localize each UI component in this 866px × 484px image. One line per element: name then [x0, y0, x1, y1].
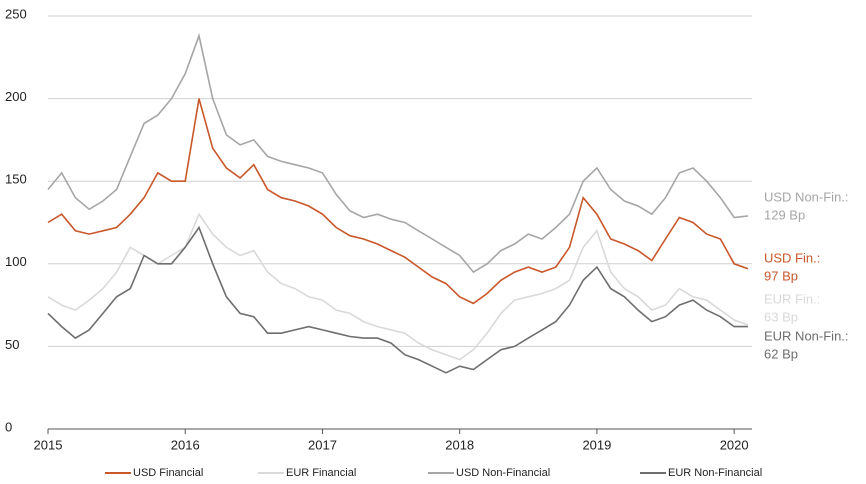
- y-tick-label: 100: [5, 254, 27, 269]
- y-tick-label: 250: [5, 6, 27, 21]
- line-series: [47, 212, 749, 361]
- line-series: [47, 32, 748, 274]
- legend-label: USD Non-Financial: [456, 467, 550, 479]
- legend-label: EUR Financial: [286, 467, 356, 479]
- legend-label: EUR Non-Financial: [668, 467, 762, 479]
- end-label: 63 Bp: [764, 309, 798, 324]
- x-tick-label: 2019: [582, 437, 611, 452]
- legend: USD Financial EUR Financial USD Non-Financ…: [105, 467, 762, 479]
- end-label: 129 Bp: [764, 207, 805, 222]
- y-tick-label: 50: [5, 337, 19, 352]
- x-tick-label: 2016: [171, 437, 200, 452]
- end-label: EUR Non-Fin.:: [764, 328, 849, 343]
- line-series: [47, 225, 748, 374]
- end-label: 62 Bp: [764, 346, 798, 361]
- y-tick-label: 200: [5, 89, 27, 104]
- end-label: USD Fin.:: [764, 250, 820, 265]
- x-tick-label: 2015: [34, 437, 63, 452]
- end-label: EUR Fin.:: [764, 291, 820, 306]
- x-tick-label: 2017: [308, 437, 337, 452]
- y-tick-label: 0: [5, 419, 12, 434]
- end-label: 97 Bp: [764, 268, 798, 283]
- y-tick-label: 150: [5, 172, 27, 187]
- end-label: USD Non-Fin.:: [764, 189, 849, 204]
- x-tick-label: 2020: [720, 437, 749, 452]
- line-series: [47, 98, 749, 305]
- legend-label: USD Financial: [133, 467, 203, 479]
- x-tick-label: 2018: [445, 437, 474, 452]
